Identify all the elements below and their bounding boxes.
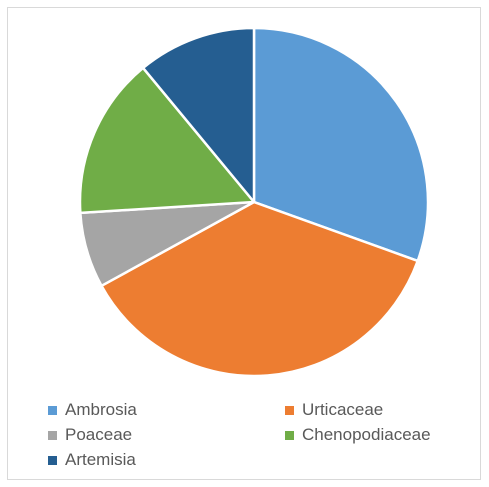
legend-label-poaceae: Poaceae xyxy=(65,425,133,444)
legend-item-poaceae: Poaceae xyxy=(48,425,132,445)
legend-label-ambrosia: Ambrosia xyxy=(65,400,137,419)
pie-slice-ambrosia xyxy=(252,26,430,263)
legend-label-urticaceae: Urticaceae xyxy=(302,400,384,419)
legend-item-chenopodiaceae: Chenopodiaceae xyxy=(285,425,431,445)
chart-area: Ambrosia Urticaceae Poaceae Chenopodiace… xyxy=(7,7,481,480)
legend-swatch-artemisia xyxy=(48,455,57,465)
legend-label-artemisia: Artemisia xyxy=(65,450,136,469)
legend-swatch-poaceae xyxy=(48,430,57,440)
legend-item-ambrosia: Ambrosia xyxy=(48,400,137,420)
legend-item-artemisia: Artemisia xyxy=(48,450,136,470)
legend-swatch-ambrosia xyxy=(48,405,57,415)
legend-label-chenopodiaceae: Chenopodiaceae xyxy=(302,425,431,444)
pie-slice-urticaceae xyxy=(100,200,419,378)
pie-chart xyxy=(78,26,430,378)
legend-swatch-urticaceae xyxy=(285,405,294,415)
legend-item-urticaceae: Urticaceae xyxy=(285,400,383,420)
pie-slice-artemisia xyxy=(141,26,256,204)
pie-slice-chenopodiaceae xyxy=(78,66,256,215)
legend-swatch-chenopodiaceae xyxy=(285,430,294,440)
